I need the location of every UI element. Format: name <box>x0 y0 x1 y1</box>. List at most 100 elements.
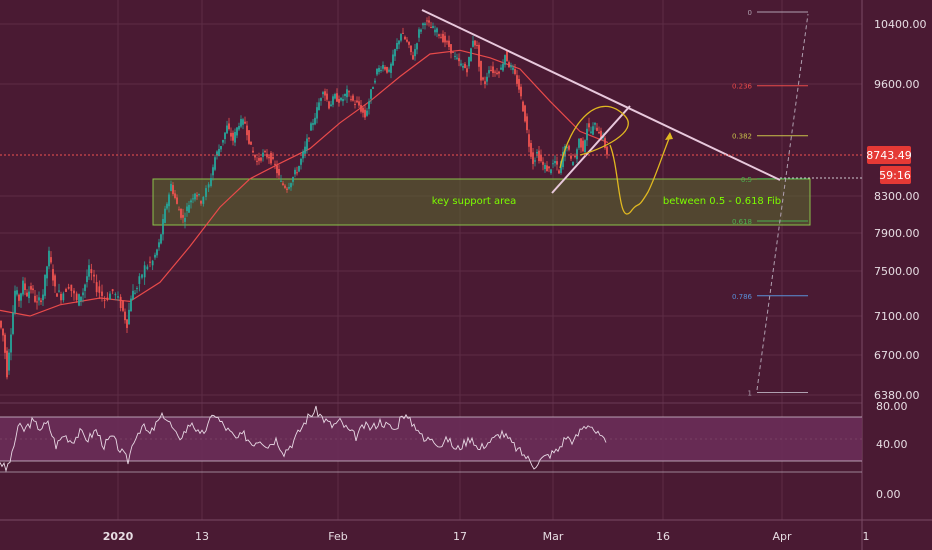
descending-trendline <box>421 9 781 181</box>
projection-path <box>609 135 671 215</box>
candle-body <box>306 138 308 150</box>
candle-body <box>36 301 38 303</box>
candle-body <box>67 286 70 289</box>
candle-body <box>582 140 584 152</box>
candle-body <box>122 300 124 311</box>
candle-body <box>56 293 58 297</box>
candle-body <box>46 266 48 279</box>
candle-body <box>2 328 4 336</box>
candle-body <box>426 20 428 22</box>
candle-body <box>294 169 296 175</box>
candle-body <box>114 294 117 296</box>
candle-body <box>574 155 576 158</box>
candle-body <box>442 33 444 43</box>
candle-body <box>158 242 160 248</box>
candle-body <box>482 77 484 80</box>
candle-body <box>82 292 84 296</box>
candle-body <box>60 293 62 301</box>
candle-body <box>510 65 512 68</box>
candle-body <box>542 161 544 165</box>
candle-body <box>168 194 170 207</box>
rsi-line <box>0 405 607 473</box>
fib-diagonal <box>756 13 809 391</box>
trend-drawings <box>0 9 862 215</box>
candle-body <box>502 63 504 71</box>
candle-body <box>44 274 46 296</box>
candle-body <box>184 218 186 222</box>
candle-body <box>32 288 34 291</box>
candle-body <box>210 178 212 186</box>
price-tick-label: 7100.00 <box>874 310 920 323</box>
candle-body <box>432 26 434 29</box>
candle-body <box>78 294 80 306</box>
candle-body <box>244 121 246 124</box>
candle-body <box>28 291 30 299</box>
price-axis[interactable]: 10400.00 9600.00 8300.00 7900.00 7500.00 7100… <box>874 18 927 501</box>
candle-body <box>232 132 234 141</box>
candle-body <box>192 198 194 200</box>
candle-body <box>52 269 54 281</box>
support-box <box>152 178 811 226</box>
candle-body <box>166 203 168 209</box>
candle-body <box>236 127 238 136</box>
candle-body <box>588 123 590 128</box>
candle-body <box>314 117 316 125</box>
fib-label: 0.5 <box>741 176 752 184</box>
fib-label: 0 <box>748 9 752 17</box>
candle-body <box>496 72 498 74</box>
candle-body <box>146 266 149 270</box>
candle-body <box>344 93 346 97</box>
candle-body <box>300 158 302 165</box>
candle-body <box>86 276 88 283</box>
candle-body <box>536 152 538 154</box>
candle-body <box>134 292 136 294</box>
candle-body <box>424 23 426 26</box>
time-axis[interactable]: 2020 13 Feb 17 Mar 16 Apr 1 <box>103 530 870 543</box>
time-tick-label: 16 <box>656 530 670 543</box>
candle-body <box>568 145 570 150</box>
candle-body <box>576 149 578 160</box>
candle-body <box>472 40 474 47</box>
candle-body <box>604 138 606 148</box>
candle-body <box>354 104 356 106</box>
candle-body <box>128 309 130 325</box>
candle-body <box>440 37 442 39</box>
candle-body <box>410 45 412 53</box>
candle-body <box>151 260 154 266</box>
candle-body <box>572 161 574 166</box>
candle-body <box>352 95 354 101</box>
candle-body <box>162 218 164 235</box>
candle-body <box>404 36 406 40</box>
candle-body <box>382 64 384 69</box>
candle-body <box>124 311 126 321</box>
candle-body <box>106 297 109 301</box>
candle-body <box>22 280 24 295</box>
candle-body <box>596 127 598 131</box>
candle-body <box>310 123 312 131</box>
candle-body <box>54 275 56 287</box>
candle-body <box>109 293 111 300</box>
candle-body <box>514 69 516 75</box>
candle-body <box>154 254 156 258</box>
candle-body <box>212 167 214 176</box>
candle-body <box>198 194 200 196</box>
fib-label: 0.618 <box>732 218 752 226</box>
candle-body <box>524 105 526 122</box>
fibonacci-levels: 0 0.236 0.382 0.5 0.618 0.786 1 <box>732 9 809 398</box>
candle-body <box>186 206 188 211</box>
candle-body <box>276 165 278 174</box>
candle-body <box>538 150 540 161</box>
candle-body <box>262 152 264 157</box>
candle-body <box>268 156 270 159</box>
candle-body <box>143 265 146 278</box>
candle-body <box>436 28 438 33</box>
projection-ellipse <box>559 105 629 169</box>
candle-body <box>358 101 360 106</box>
candle-body <box>264 151 266 153</box>
candle-body <box>324 91 326 96</box>
candle-body <box>62 293 65 301</box>
candle-body <box>316 107 318 119</box>
candle-body <box>342 99 344 102</box>
candle-body <box>286 188 288 190</box>
